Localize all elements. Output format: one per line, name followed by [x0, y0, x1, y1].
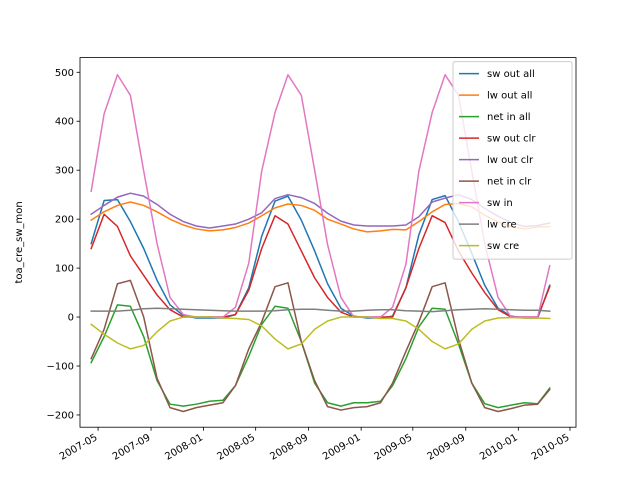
legend-label: sw out clr [487, 134, 536, 145]
legend-frame [452, 61, 573, 260]
y-tick-label: 500 [55, 68, 74, 79]
legend-label: sw out all [487, 69, 535, 80]
legend-label: lw cre [487, 220, 517, 231]
legend-label: sw in [487, 198, 513, 209]
legend-label: net in clr [487, 177, 532, 188]
y-tick-label: 200 [55, 215, 74, 226]
series-line-sw-out-clr [90, 213, 551, 318]
legend-label: sw cre [487, 241, 519, 252]
y-tick-label: 400 [55, 117, 74, 128]
y-tick-label: −200 [47, 410, 74, 421]
y-tick-label: −100 [47, 362, 74, 373]
series-line-net-in-clr [90, 279, 551, 413]
y-tick-label: 300 [55, 166, 74, 177]
axes-frame [79, 57, 577, 428]
series-line-sw-cre [90, 316, 551, 350]
y-tick-label: 0 [68, 313, 74, 324]
legend: sw out all lw out all net in all sw out clr… [452, 61, 573, 260]
legend-label: lw out all [487, 91, 532, 102]
y-tick-label: 100 [55, 264, 74, 275]
y-axis: −200 −100 0 100 200 300 400 500 [47, 68, 80, 421]
legend-label: net in all [487, 112, 531, 123]
y-axis-label: toa_cre_sw_mon [14, 201, 25, 283]
legend-label: lw out clr [487, 155, 534, 166]
series-line-lw-cre [90, 307, 551, 313]
